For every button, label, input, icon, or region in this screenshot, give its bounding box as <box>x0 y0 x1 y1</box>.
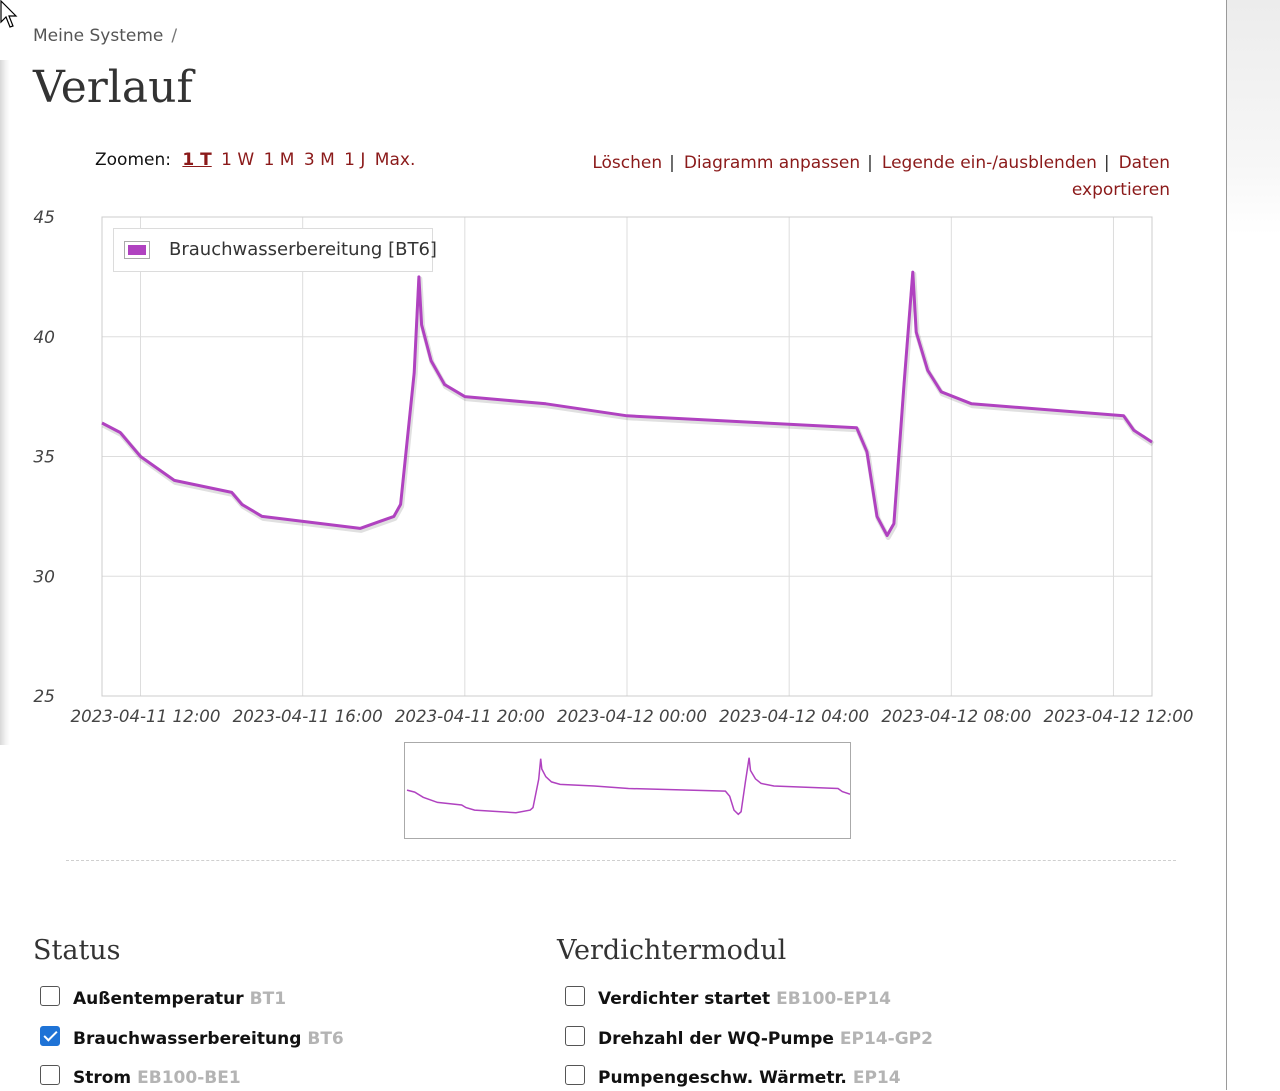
chart-overview-navigator[interactable] <box>404 742 851 839</box>
x-tick-label: 2023-04-12 12:00 <box>1043 707 1193 727</box>
breadcrumb: Meine Systeme / <box>33 26 177 46</box>
option-label: Außentemperatur BT1 <box>73 989 287 1009</box>
chart-legend[interactable]: Brauchwasserbereitung [BT6] <box>113 228 437 272</box>
action-separator: | <box>1103 153 1110 173</box>
x-tick-label: 2023-04-11 16:00 <box>233 707 383 727</box>
checkbox[interactable] <box>565 986 585 1006</box>
compressor-section-title: Verdichtermodul <box>557 935 787 966</box>
action-separator: | <box>669 153 675 173</box>
zoom-option-1-month[interactable]: 1 M <box>263 150 295 170</box>
checkbox[interactable] <box>40 986 60 1006</box>
zoom-option-1-week[interactable]: 1 W <box>221 150 255 170</box>
zoom-option-max[interactable]: Max. <box>374 150 416 170</box>
option-label: Pumpengeschw. Wärmetr. EP14 <box>598 1068 901 1088</box>
zoom-controls: Zoomen: 1 T 1 W 1 M 3 M 1 J Max. <box>95 150 415 170</box>
sensor-code: BT1 <box>249 989 287 1009</box>
section-divider <box>66 860 1176 861</box>
option-label: Verdichter startet EB100-EP14 <box>598 989 892 1009</box>
plot-area-border <box>101 216 1153 697</box>
y-tick-label: 40 <box>33 328 55 348</box>
history-line-chart[interactable]: 25 30 35 40 45 2023-04-11 12:00 2023-04-11 16:… <box>0 200 1226 730</box>
sensor-code: EP14-GP2 <box>839 1029 933 1049</box>
option-label: Strom EB100-BE1 <box>73 1068 241 1088</box>
y-tick-label: 25 <box>33 687 55 707</box>
x-tick-label: 2023-04-12 04:00 <box>719 707 869 727</box>
chart-actions: Löschen | Diagramm anpassen | Legende ein-/a… <box>540 150 1170 204</box>
checkbox[interactable] <box>565 1065 585 1085</box>
page-title: Verlauf <box>33 62 193 113</box>
x-tick-label: 2023-04-11 20:00 <box>395 707 545 727</box>
checkbox[interactable] <box>565 1026 585 1046</box>
checkbox[interactable] <box>40 1065 60 1085</box>
right-gutter <box>1226 0 1280 1090</box>
sensor-code: EB100-EP14 <box>776 989 892 1009</box>
y-tick-label: 30 <box>33 567 55 587</box>
zoom-option-1-year[interactable]: 1 J <box>344 150 366 170</box>
option-label: Brauchwasserbereitung BT6 <box>73 1029 344 1049</box>
zoom-option-3-months[interactable]: 3 M <box>303 150 335 170</box>
sensor-code: BT6 <box>307 1029 344 1049</box>
x-tick-label: 2023-04-12 00:00 <box>557 707 707 727</box>
export-data-link-line2[interactable]: exportieren <box>1071 180 1170 200</box>
x-tick-label: 2023-04-12 08:00 <box>881 707 1031 727</box>
legend-series-label: Brauchwasserbereitung [BT6] <box>169 239 437 260</box>
x-tick-label: 2023-04-11 12:00 <box>71 707 221 727</box>
legend-swatch <box>124 241 150 259</box>
y-tick-label: 35 <box>33 448 55 468</box>
overview-series-line <box>406 757 850 816</box>
series-line-hot-water[interactable] <box>101 270 1153 537</box>
breadcrumb-item-systems[interactable]: Meine Systeme <box>33 26 164 46</box>
window-edge-shadow <box>0 60 10 745</box>
customize-chart-link[interactable]: Diagramm anpassen <box>683 153 861 173</box>
breadcrumb-separator: / <box>171 26 178 46</box>
zoom-option-1-day[interactable]: 1 T <box>182 150 212 170</box>
delete-link[interactable]: Löschen <box>592 153 663 173</box>
y-tick-label: 45 <box>33 208 55 228</box>
option-label: Drehzahl der WQ-Pumpe EP14-GP2 <box>598 1029 933 1049</box>
mouse-cursor-icon <box>0 0 18 28</box>
status-section-title: Status <box>33 935 121 966</box>
checkbox-checked[interactable] <box>40 1026 60 1046</box>
zoom-label: Zoomen: <box>95 150 171 170</box>
toggle-legend-link[interactable]: Legende ein-/ausblenden <box>881 153 1097 173</box>
export-data-link[interactable]: Daten <box>1118 153 1170 173</box>
action-separator: | <box>867 153 873 173</box>
sensor-code: EP14 <box>852 1068 901 1088</box>
sensor-code: EB100-BE1 <box>137 1068 241 1088</box>
